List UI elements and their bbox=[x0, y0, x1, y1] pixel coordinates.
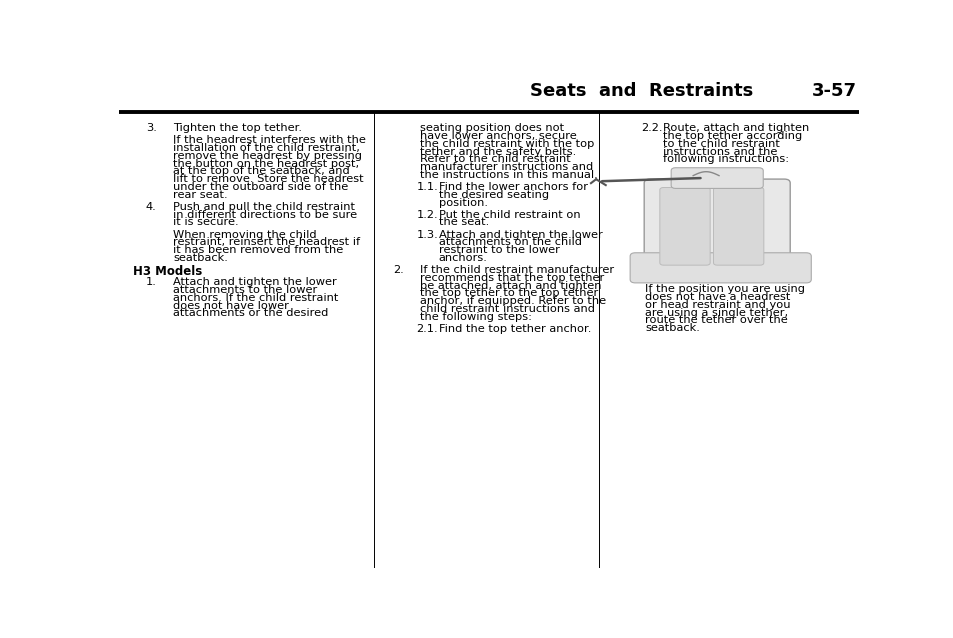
Text: manufacturer instructions and: manufacturer instructions and bbox=[419, 162, 593, 172]
Text: 1.1.: 1.1. bbox=[416, 182, 437, 192]
Text: attachments on the child: attachments on the child bbox=[438, 237, 581, 248]
Text: to the child restraint: to the child restraint bbox=[662, 138, 780, 149]
Text: be attached, attach and tighten: be attached, attach and tighten bbox=[419, 281, 601, 291]
Text: If the child restraint manufacturer: If the child restraint manufacturer bbox=[419, 265, 614, 275]
Text: restraint, reinsert the headrest if: restraint, reinsert the headrest if bbox=[173, 237, 360, 248]
Text: anchors.: anchors. bbox=[438, 253, 487, 263]
Text: the following steps:: the following steps: bbox=[419, 312, 532, 322]
Text: lift to remove. Store the headrest: lift to remove. Store the headrest bbox=[173, 174, 363, 184]
FancyBboxPatch shape bbox=[659, 188, 709, 265]
Text: Push and pull the child restraint: Push and pull the child restraint bbox=[173, 202, 355, 212]
Text: H3 Models: H3 Models bbox=[132, 265, 202, 278]
Text: 2.1.: 2.1. bbox=[416, 324, 437, 334]
Text: seatback.: seatback. bbox=[644, 323, 700, 333]
Text: does not have lower: does not have lower bbox=[173, 300, 289, 311]
Text: the desired seating: the desired seating bbox=[438, 189, 548, 200]
Text: following instructions:: following instructions: bbox=[662, 154, 789, 164]
Text: are using a single tether,: are using a single tether, bbox=[644, 308, 787, 318]
Text: the child restraint with the top: the child restraint with the top bbox=[419, 138, 594, 149]
Text: Put the child restraint on: Put the child restraint on bbox=[438, 210, 579, 219]
Text: 3.: 3. bbox=[146, 123, 156, 133]
Text: If the position you are using: If the position you are using bbox=[644, 285, 804, 294]
Text: the button on the headrest post,: the button on the headrest post, bbox=[173, 159, 359, 168]
Text: does not have a headrest: does not have a headrest bbox=[644, 292, 789, 302]
Text: Tighten the top tether.: Tighten the top tether. bbox=[173, 123, 302, 133]
Text: rear seat.: rear seat. bbox=[173, 189, 228, 200]
Text: attachments to the lower: attachments to the lower bbox=[173, 285, 317, 295]
Text: route the tether over the: route the tether over the bbox=[644, 315, 787, 325]
Text: attachments or the desired: attachments or the desired bbox=[173, 308, 328, 318]
Text: Seats  and  Restraints: Seats and Restraints bbox=[530, 82, 753, 100]
FancyBboxPatch shape bbox=[713, 188, 763, 265]
Text: 1.2.: 1.2. bbox=[416, 210, 437, 219]
Text: anchors. If the child restraint: anchors. If the child restraint bbox=[173, 293, 338, 303]
Text: anchor, if equipped. Refer to the: anchor, if equipped. Refer to the bbox=[419, 296, 606, 306]
Text: 1.: 1. bbox=[146, 278, 156, 287]
Text: 2.: 2. bbox=[393, 265, 403, 275]
Text: the instructions in this manual.: the instructions in this manual. bbox=[419, 170, 598, 180]
Text: 3-57: 3-57 bbox=[811, 82, 856, 100]
Text: Attach and tighten the lower: Attach and tighten the lower bbox=[173, 278, 336, 287]
Text: in different directions to be sure: in different directions to be sure bbox=[173, 210, 357, 219]
Text: at the top of the seatback, and: at the top of the seatback, and bbox=[173, 167, 350, 177]
Text: installation of the child restraint,: installation of the child restraint, bbox=[173, 143, 359, 153]
Text: 4.: 4. bbox=[146, 202, 156, 212]
Text: Route, attach and tighten: Route, attach and tighten bbox=[662, 123, 809, 133]
FancyBboxPatch shape bbox=[643, 179, 789, 274]
Text: tether and the safety belts.: tether and the safety belts. bbox=[419, 147, 576, 156]
Text: When removing the child: When removing the child bbox=[173, 230, 316, 240]
Text: instructions and the: instructions and the bbox=[662, 147, 777, 156]
Text: under the outboard side of the: under the outboard side of the bbox=[173, 182, 348, 192]
Text: child restraint instructions and: child restraint instructions and bbox=[419, 304, 595, 314]
Text: the top tether according: the top tether according bbox=[662, 131, 801, 141]
Text: Refer to the child restraint: Refer to the child restraint bbox=[419, 154, 570, 164]
Text: seatback.: seatback. bbox=[173, 253, 228, 263]
Text: Attach and tighten the lower: Attach and tighten the lower bbox=[438, 230, 601, 240]
Text: recommends that the top tether: recommends that the top tether bbox=[419, 273, 604, 283]
Text: Find the lower anchors for: Find the lower anchors for bbox=[438, 182, 587, 192]
Text: seating position does not: seating position does not bbox=[419, 123, 563, 133]
Text: it is secure.: it is secure. bbox=[173, 218, 238, 228]
Text: Find the top tether anchor.: Find the top tether anchor. bbox=[438, 324, 591, 334]
Text: or head restraint and you: or head restraint and you bbox=[644, 300, 790, 310]
Text: 1.3.: 1.3. bbox=[416, 230, 437, 240]
Text: the seat.: the seat. bbox=[438, 218, 488, 228]
Text: have lower anchors, secure: have lower anchors, secure bbox=[419, 131, 577, 141]
FancyBboxPatch shape bbox=[671, 168, 762, 188]
Text: position.: position. bbox=[438, 198, 487, 207]
Text: restraint to the lower: restraint to the lower bbox=[438, 245, 559, 255]
Text: 2.2.: 2.2. bbox=[640, 123, 662, 133]
FancyBboxPatch shape bbox=[630, 253, 810, 283]
Text: the top tether to the top tether: the top tether to the top tether bbox=[419, 288, 598, 299]
Text: it has been removed from the: it has been removed from the bbox=[173, 245, 343, 255]
Text: If the headrest interferes with the: If the headrest interferes with the bbox=[173, 135, 366, 145]
Text: remove the headrest by pressing: remove the headrest by pressing bbox=[173, 151, 362, 161]
